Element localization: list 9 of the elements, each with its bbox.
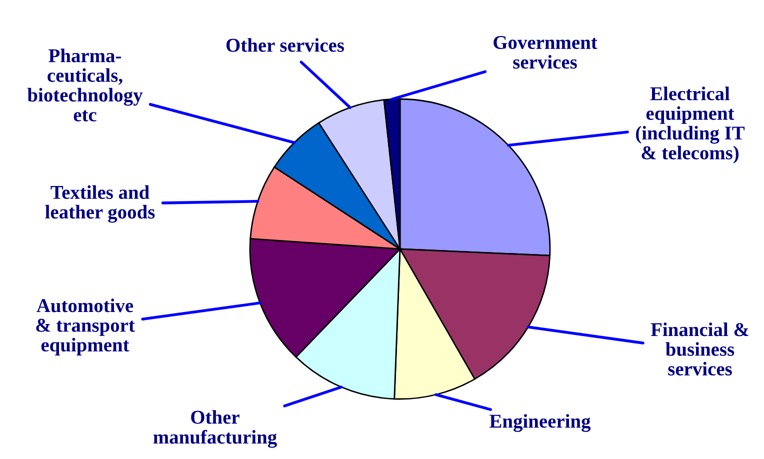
slice-label: Financial & business services bbox=[650, 322, 748, 376]
slice-label: Other manufacturing bbox=[153, 410, 277, 448]
slice-label: Government services bbox=[494, 36, 598, 69]
slice-label: Textiles and leather goods bbox=[45, 185, 155, 223]
slice-label: Pharma- ceuticals, biotechnology etc bbox=[27, 48, 143, 122]
slice-label: Automotive & transport equipment bbox=[36, 298, 135, 356]
slice-label: Electrical equipment (including IT & telecoms) bbox=[636, 86, 745, 164]
slice-label: Other services bbox=[226, 38, 344, 52]
slice-label: Engineering bbox=[490, 414, 591, 432]
